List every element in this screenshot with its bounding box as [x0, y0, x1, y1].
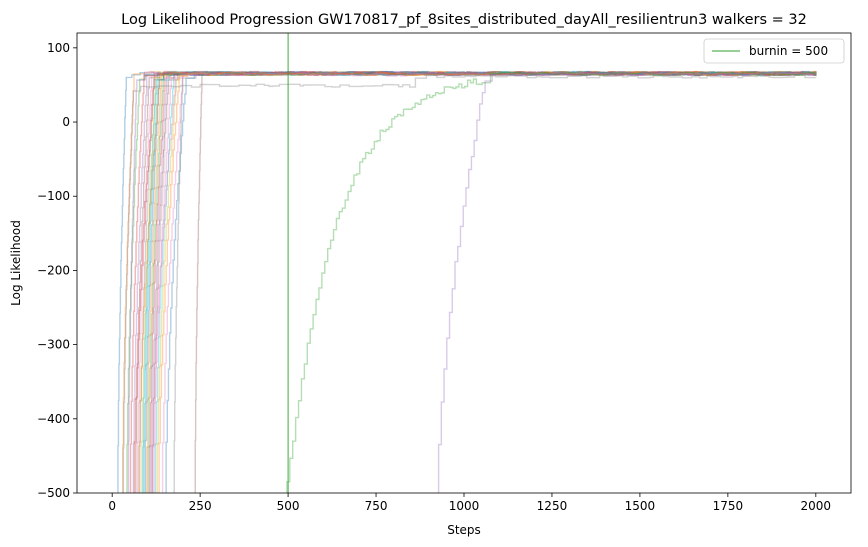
y-tick-label: 100	[47, 41, 70, 55]
x-axis-label: Steps	[447, 523, 481, 537]
walker-trace	[133, 71, 817, 493]
y-tick-label: −500	[37, 486, 70, 500]
y-tick-label: −100	[37, 189, 70, 203]
walker-trace	[148, 70, 817, 493]
walker-trace	[132, 71, 817, 493]
legend-label-burnin: burnin = 500	[749, 44, 828, 58]
y-tick-label: −400	[37, 412, 70, 426]
walker-trace	[151, 70, 817, 493]
walker-trace	[139, 70, 817, 493]
walker-trace	[138, 71, 817, 493]
walker-trace	[147, 71, 817, 493]
walker-trace	[156, 71, 817, 493]
walker-trace	[154, 70, 817, 493]
y-axis-ticks: 100 0 −100 −200 −300 −400 −500	[37, 41, 77, 500]
walker-trace	[286, 71, 817, 493]
walker-trace	[144, 71, 817, 493]
x-tick-label: 1000	[449, 499, 480, 513]
walker-trace	[122, 74, 817, 493]
x-tick-label: 250	[189, 499, 212, 513]
walker-trace	[158, 70, 817, 493]
x-tick-label: 1250	[537, 499, 568, 513]
x-axis-ticks: 0 250 500 750 1000 1250 1500 1750 2000	[108, 493, 831, 513]
walker-trace	[194, 71, 817, 493]
walker-trace	[127, 70, 817, 493]
x-tick-label: 1750	[713, 499, 744, 513]
walker-trace	[165, 70, 817, 493]
chart-title: Log Likelihood Progression GW170817_pf_8…	[121, 12, 807, 28]
walker-trace	[153, 71, 817, 493]
x-tick-label: 750	[365, 499, 388, 513]
legend-box	[703, 38, 845, 64]
walker-trace	[126, 71, 817, 493]
walker-trace	[173, 71, 817, 493]
legend: burnin = 500	[703, 38, 845, 64]
walker-trace	[117, 71, 817, 493]
y-tick-label: 0	[62, 115, 70, 129]
walker-trace	[143, 70, 817, 493]
walker-trace	[141, 71, 817, 493]
walker-trace	[136, 71, 817, 493]
y-tick-label: −200	[37, 263, 70, 277]
walker-trace	[146, 70, 817, 493]
y-tick-label: −300	[37, 338, 70, 352]
walker-trace	[161, 71, 817, 493]
walker-trace	[150, 71, 817, 493]
x-tick-label: 0	[108, 499, 116, 513]
walker-trace	[437, 71, 817, 493]
x-tick-label: 2000	[801, 499, 832, 513]
walker-traces	[117, 70, 817, 493]
walker-trace	[135, 71, 817, 493]
walker-trace	[122, 70, 817, 493]
walker-trace	[151, 72, 817, 493]
x-tick-label: 1500	[625, 499, 656, 513]
walker-trace	[129, 70, 816, 493]
x-tick-label: 500	[277, 499, 300, 513]
walker-trace	[142, 71, 817, 493]
y-axis-label: Log Likelihood	[9, 220, 23, 306]
